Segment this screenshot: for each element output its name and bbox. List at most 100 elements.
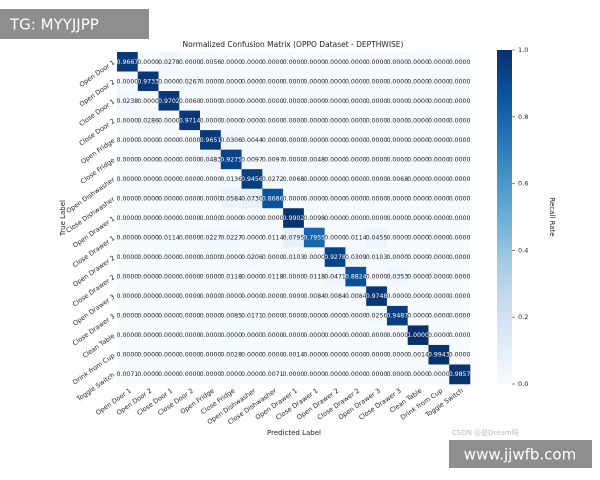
cell-label: 0.0000: [428, 215, 450, 222]
heatmap-cell: [179, 266, 201, 287]
heatmap-cell: [303, 188, 325, 209]
watermark: TG: MYYJJPP: [9, 16, 99, 34]
cell-label: 0.0068: [386, 176, 408, 183]
heatmap-cell: [366, 227, 388, 248]
heatmap-cell: [137, 149, 159, 170]
cell-label: 0.0000: [179, 274, 201, 281]
heatmap-cell: [366, 247, 388, 268]
cell-label: 0.0000: [158, 78, 180, 85]
heatmap-cell: [137, 305, 159, 326]
cell-label: 0.0000: [158, 117, 180, 124]
cell-label: 0.0000: [407, 274, 429, 281]
heatmap-cell: [179, 71, 201, 92]
heatmap-cell: [303, 52, 325, 72]
cell-label: 0.0455: [366, 235, 388, 242]
cell-label: 0.0000: [200, 371, 222, 378]
heatmap-cell: [179, 325, 201, 346]
cell-label: 0.0000: [179, 235, 201, 242]
cell-label: 0.9651: [200, 137, 222, 144]
cell-label: 0.0000: [345, 176, 367, 183]
cell-label: 0.0000: [117, 117, 139, 124]
cell-label: 0.0000: [220, 98, 242, 105]
cell-label: 0.0000: [137, 352, 159, 359]
heatmap-cell: [220, 130, 242, 150]
heatmap-cell: [158, 208, 180, 229]
cell-label: 0.0000: [241, 352, 263, 359]
cell-label: 0.0286: [137, 117, 159, 124]
cell-label: 0.8824: [345, 274, 367, 281]
heatmap-cell: [386, 71, 409, 92]
heatmap-cell: [345, 325, 367, 346]
cell-label: 0.0000: [283, 371, 305, 378]
cell-label: 0.0000: [220, 293, 242, 300]
heatmap-cell: [179, 149, 201, 170]
cell-label: 0.0084: [345, 293, 367, 300]
heatmap-cell: [220, 344, 242, 365]
heatmap-cell: [220, 91, 242, 111]
cell-label: 0.0353: [386, 274, 408, 281]
heatmap-cell: [386, 208, 409, 229]
cell-label: 0.0000: [158, 274, 180, 281]
heatmap-cell: [428, 71, 450, 92]
cell-label: 0.0000: [428, 137, 450, 144]
heatmap-cell: [324, 305, 346, 326]
cell-label: 0.0000: [428, 117, 450, 124]
cell-label: 0.0000: [241, 235, 263, 242]
heatmap-cell: [117, 227, 139, 248]
heatmap-cell: [179, 344, 201, 365]
heatmap-cell: [158, 149, 180, 170]
heatmap-cell: [324, 149, 346, 170]
cell-label: 0.0084: [303, 293, 325, 300]
cell-label: 0.0000: [324, 195, 346, 202]
heatmap-cell: [407, 130, 429, 150]
cell-label: 0.0000: [200, 78, 222, 85]
cell-label: 0.0000: [407, 156, 429, 163]
heatmap-cell: [220, 325, 242, 346]
heatmap-cell: [324, 208, 346, 229]
heatmap-cell: [137, 188, 159, 209]
cell-label: 0.0000: [324, 98, 346, 105]
cell-label: 0.0014: [283, 352, 305, 359]
cell-label: 0.0114: [158, 235, 180, 242]
cell-label: 0.0000: [117, 215, 139, 222]
heatmap-cell: [241, 266, 263, 287]
heatmap-cell: [386, 188, 409, 209]
heatmap-cell: [117, 208, 139, 229]
y-axis-label: True Label: [59, 200, 67, 237]
heatmap-cell: [283, 286, 305, 307]
cell-label: 0.0000: [324, 313, 346, 320]
heatmap-cell: [283, 305, 305, 326]
cell-label: 0.0000: [345, 98, 367, 105]
cell-label: 0.0000: [220, 78, 242, 85]
heatmap-cell: [366, 325, 388, 346]
heatmap-cell: [386, 52, 409, 72]
heatmap-cell: [386, 91, 409, 111]
cell-label: 0.0000: [200, 352, 222, 359]
heatmap-cell: [449, 91, 471, 111]
heatmap-cell: [158, 52, 180, 72]
cell-label: 0.0000: [324, 352, 346, 359]
heatmap-cell: [220, 305, 242, 326]
cell-label: 1.0000: [407, 332, 429, 339]
heatmap-cell: [262, 247, 284, 268]
heatmap-cell: [220, 208, 242, 229]
cell-label: 0.0000: [158, 215, 180, 222]
cell-label: 0.0000: [179, 254, 201, 261]
cell-label: 0.0471: [324, 274, 346, 281]
cell-label: 0.0000: [407, 59, 429, 66]
heatmap-cell: [220, 169, 242, 190]
heatmap-cell: [262, 71, 284, 92]
heatmap-cell: [366, 305, 388, 326]
cell-label: 0.0000: [345, 117, 367, 124]
heatmap-cell: [241, 364, 263, 385]
heatmap-cell: [303, 266, 325, 287]
cell-label: 0.0000: [117, 195, 139, 202]
cell-label: 0.0227: [220, 235, 242, 242]
cell-label: 0.0000: [449, 156, 471, 163]
cell-label: 0.0000: [366, 137, 388, 144]
heatmap-cell: [137, 208, 159, 229]
heatmap-cell: [220, 110, 242, 131]
cell-label: 0.0136: [220, 176, 242, 183]
cell-label: 0.0000: [117, 313, 139, 320]
